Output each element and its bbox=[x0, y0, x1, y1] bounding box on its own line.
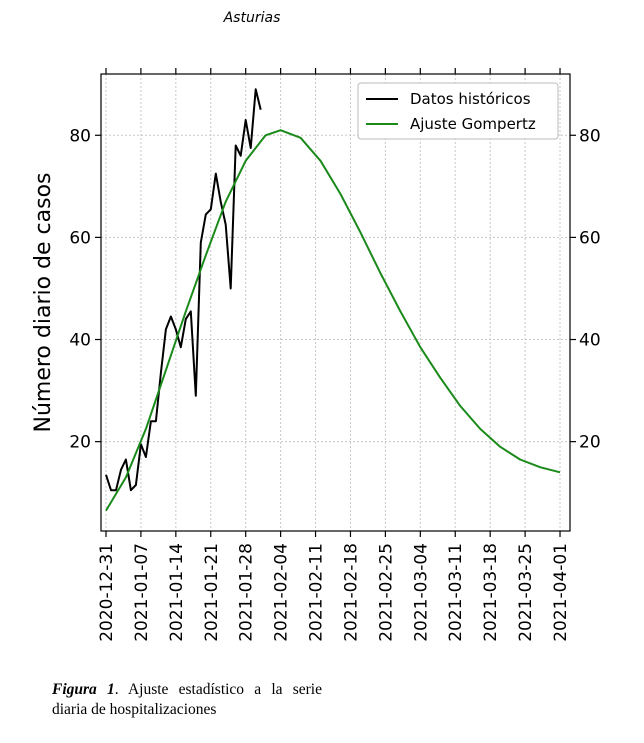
y-tick-label-left: 60 bbox=[69, 228, 91, 248]
caption-text: . Ajuste estadístico a la serie diaria d… bbox=[52, 681, 322, 718]
y-tick-label-right: 40 bbox=[579, 331, 601, 351]
x-tick-label: 2021-03-25 bbox=[516, 543, 536, 642]
figure-caption: Figura 1. Ajuste estadístico a la serie … bbox=[52, 680, 322, 720]
y-tick-label-left: 40 bbox=[69, 331, 91, 351]
x-tick-label: 2021-02-18 bbox=[341, 543, 361, 642]
x-tick-label: 2021-02-11 bbox=[307, 543, 327, 642]
y-tick-label-right: 60 bbox=[579, 228, 601, 248]
x-tick-label: 2021-04-01 bbox=[551, 543, 571, 642]
x-tick-label: 2021-01-14 bbox=[167, 543, 187, 642]
axes-frame bbox=[100, 73, 571, 532]
chart-title: Asturias bbox=[223, 10, 281, 26]
x-tick-label: 2021-02-25 bbox=[376, 543, 396, 642]
series-line-datos-historicos bbox=[105, 88, 262, 492]
x-tick-label: 2021-03-04 bbox=[411, 543, 431, 642]
legend-label: Datos históricos bbox=[410, 90, 531, 108]
x-tick-label: 2021-03-18 bbox=[481, 543, 501, 642]
x-tick-label: 2021-03-11 bbox=[446, 543, 466, 642]
x-tick-label: 2021-01-28 bbox=[237, 543, 257, 642]
caption-label: Figura 1 bbox=[52, 681, 115, 698]
series-line-ajuste-gompertz bbox=[105, 129, 561, 512]
x-tick-label: 2021-02-04 bbox=[272, 543, 292, 642]
x-tick-label: 2021-01-07 bbox=[132, 543, 152, 642]
y-tick-label-right: 20 bbox=[579, 433, 601, 453]
x-tick-label: 2020-12-31 bbox=[97, 543, 117, 642]
y-tick-label-right: 80 bbox=[579, 126, 601, 146]
plot-area: 2020-12-31 2021-01-07 2021-01-14 2021-01-21… bbox=[31, 68, 601, 642]
legend-label: Ajuste Gompertz bbox=[410, 115, 536, 133]
y-tick-label-left: 20 bbox=[69, 433, 91, 453]
y-axis-label: Número diario de casos bbox=[31, 172, 56, 432]
y-tick-label-left: 80 bbox=[69, 126, 91, 146]
x-tick-label: 2021-01-21 bbox=[202, 543, 222, 642]
legend-box bbox=[357, 82, 559, 140]
